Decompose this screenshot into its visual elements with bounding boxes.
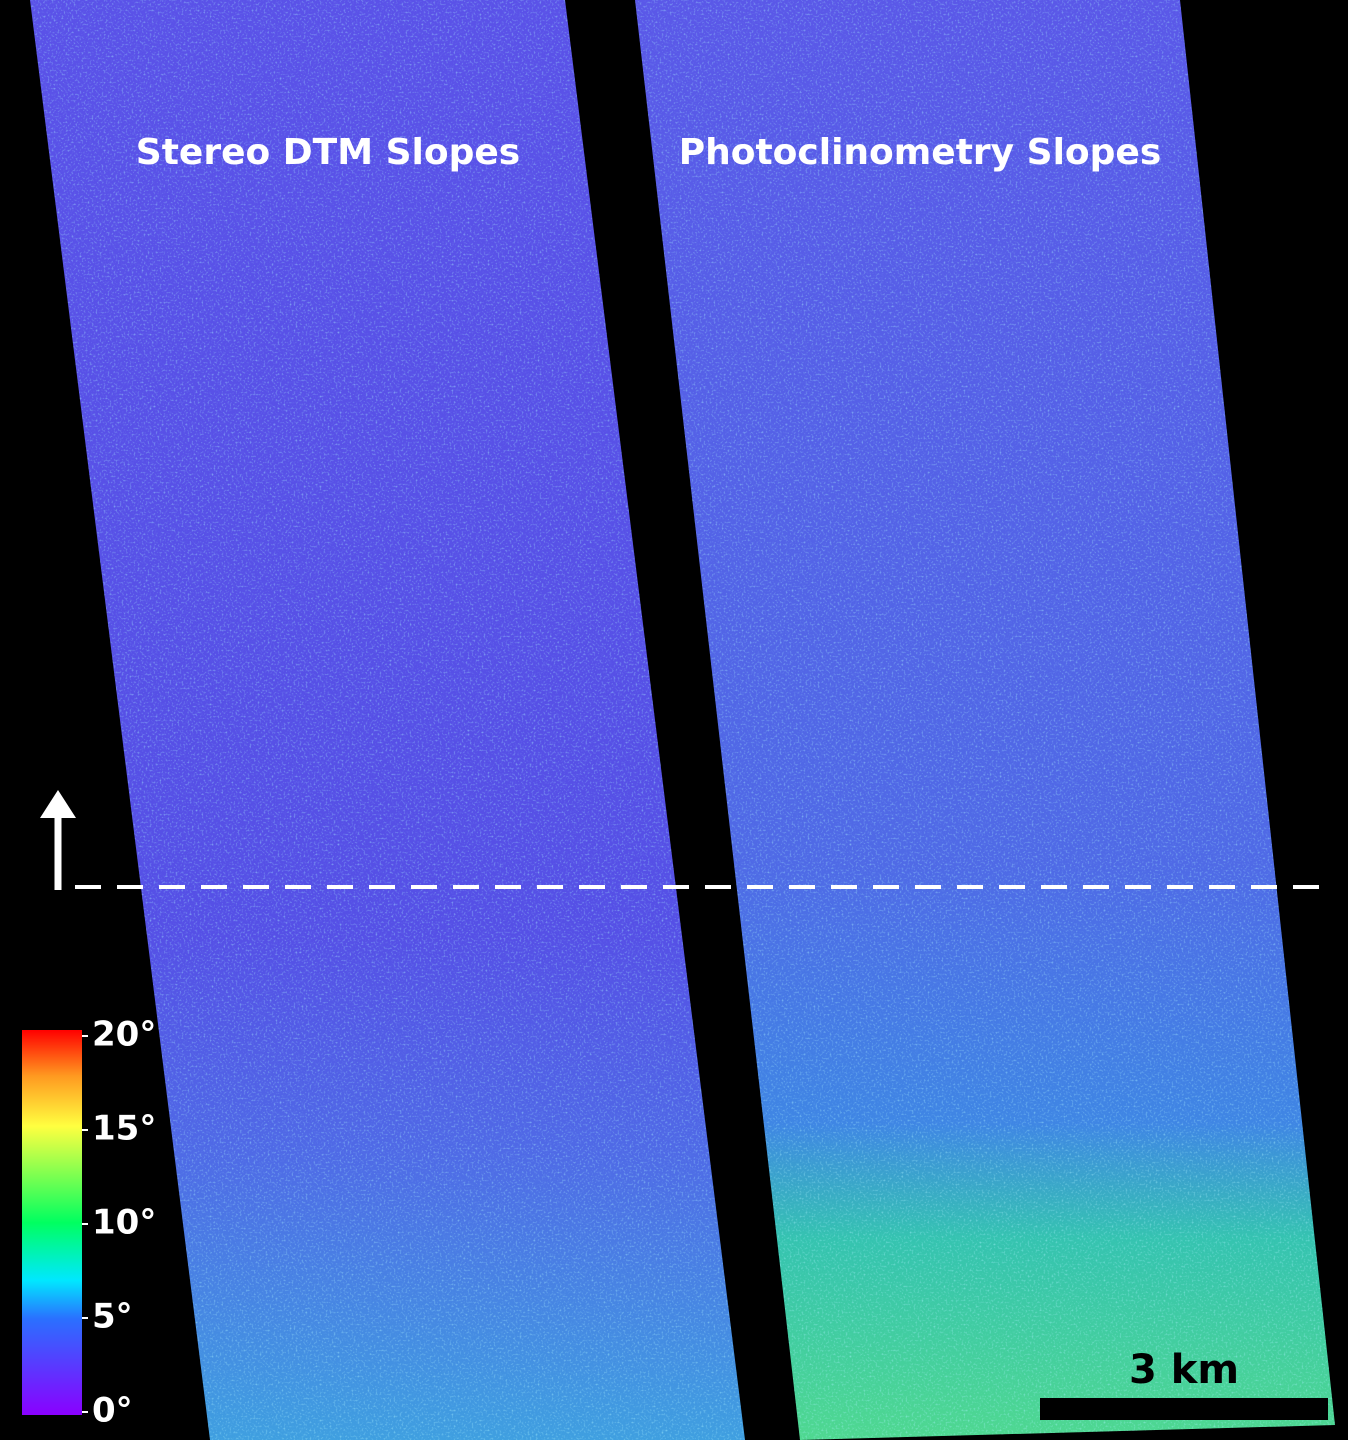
scale-label: 3 km bbox=[1129, 1347, 1239, 1393]
panel-title: Stereo DTM Slopes bbox=[136, 132, 520, 173]
figure: Stereo DTM Slopes Photoclinometry Slopes… bbox=[0, 0, 1348, 1440]
colorbar-label: 10° bbox=[92, 1203, 156, 1243]
panel-title: Photoclinometry Slopes bbox=[679, 132, 1162, 173]
colorbar-label: 15° bbox=[92, 1109, 156, 1149]
colorbar-label: 0° bbox=[92, 1391, 133, 1431]
colorbar-label: 5° bbox=[92, 1297, 133, 1337]
colorbar-label: 20° bbox=[92, 1015, 156, 1055]
colorbar bbox=[22, 1030, 82, 1415]
scale-bar bbox=[1040, 1398, 1328, 1420]
